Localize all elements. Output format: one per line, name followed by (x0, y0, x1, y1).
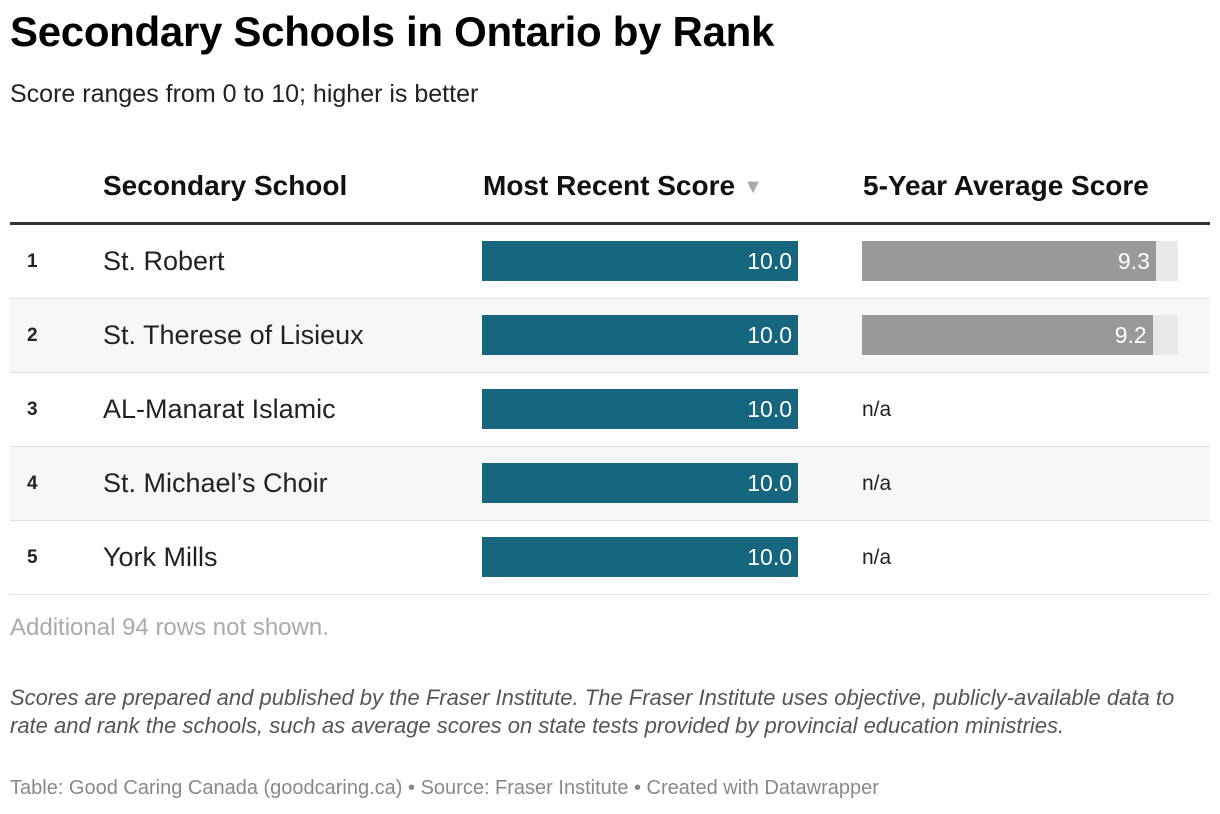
column-header-average-score[interactable]: 5-Year Average Score (863, 170, 1149, 202)
school-name-cell: St. Michael’s Choir (103, 468, 328, 498)
average-score-bar: 9.2 (862, 315, 1153, 355)
sort-descending-icon: ▼ (743, 176, 763, 198)
column-header-school[interactable]: Secondary School (103, 170, 347, 202)
recent-score-bar: 10.0 (482, 241, 798, 281)
chart-footer: Table: Good Caring Canada (goodcaring.ca… (10, 777, 879, 799)
table-row: 3 AL-Manarat Islamic 10.0 n/a (10, 373, 1210, 447)
chart-notes: Scores are prepared and published by the… (10, 685, 1175, 738)
recent-score-bar: 10.0 (482, 537, 798, 577)
average-score-track: 9.3 (862, 241, 1178, 281)
average-score-na: n/a (862, 546, 892, 569)
average-score-track: 9.2 (862, 315, 1178, 355)
rank-cell: 1 (27, 251, 38, 272)
table-row: 5 York Mills 10.0 n/a (10, 521, 1210, 595)
average-score-na: n/a (862, 472, 892, 495)
school-table: Secondary School Most Recent Score ▼ 5-Ye… (10, 150, 1210, 595)
recent-score-track: 10.0 (482, 463, 798, 503)
school-name-cell: St. Therese of Lisieux (103, 320, 364, 350)
chart-subtitle: Score ranges from 0 to 10; higher is bet… (10, 80, 479, 108)
rank-cell: 4 (27, 473, 38, 494)
average-score-bar: 9.3 (862, 241, 1156, 281)
more-rows-note: Additional 94 rows not shown. (10, 614, 329, 641)
school-name-cell: AL-Manarat Islamic (103, 394, 336, 424)
table-header: Secondary School Most Recent Score ▼ 5-Ye… (10, 150, 1210, 225)
school-name-cell: St. Robert (103, 246, 225, 276)
recent-score-track: 10.0 (482, 241, 798, 281)
rank-cell: 5 (27, 547, 38, 568)
recent-score-track: 10.0 (482, 537, 798, 577)
column-header-recent-score[interactable]: Most Recent Score ▼ (483, 170, 763, 202)
table-row: 1 St. Robert 10.0 9.3 (10, 225, 1210, 299)
table-body: 1 St. Robert 10.0 9.3 2 St. Therese of Lisieu… (10, 225, 1210, 595)
recent-score-track: 10.0 (482, 315, 798, 355)
recent-score-bar: 10.0 (482, 463, 798, 503)
rank-cell: 2 (27, 325, 38, 346)
average-score-na: n/a (862, 398, 892, 421)
recent-score-track: 10.0 (482, 389, 798, 429)
column-header-average-label: 5-Year Average Score (863, 170, 1149, 201)
column-header-recent-label: Most Recent Score (483, 170, 736, 201)
recent-score-bar: 10.0 (482, 389, 798, 429)
table-row: 2 St. Therese of Lisieux 10.0 9.2 (10, 299, 1210, 373)
column-header-school-label: Secondary School (103, 170, 348, 201)
chart-title: Secondary Schools in Ontario by Rank (10, 8, 775, 55)
recent-score-bar: 10.0 (482, 315, 798, 355)
table-row: 4 St. Michael’s Choir 10.0 n/a (10, 447, 1210, 521)
school-name-cell: York Mills (103, 542, 218, 572)
rank-cell: 3 (27, 399, 38, 420)
